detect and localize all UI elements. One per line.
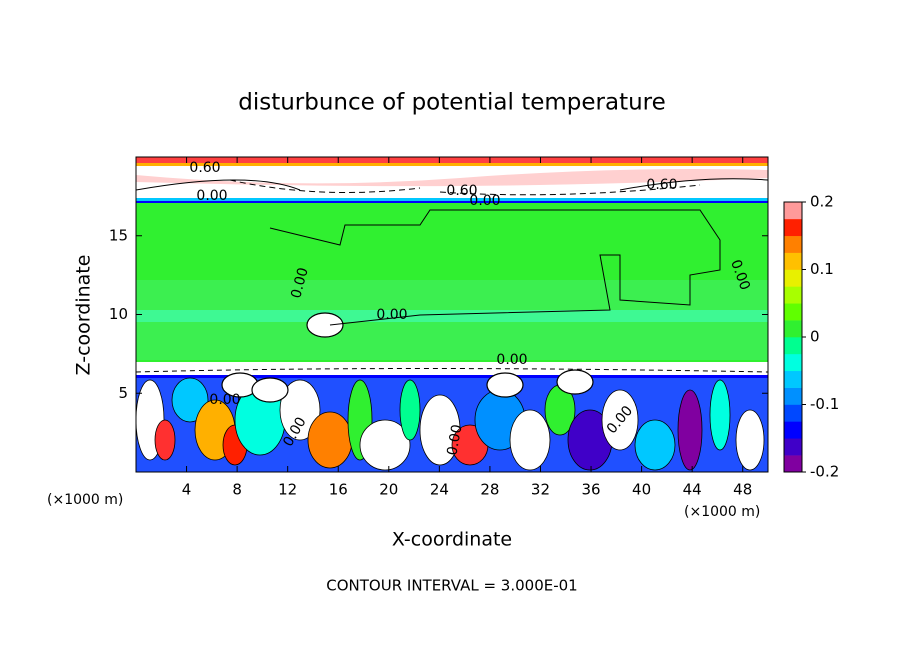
y-tick-label: 15	[109, 226, 128, 244]
footnote: CONTOUR INTERVAL = 3.000E-01	[326, 577, 577, 595]
colorbar-swatch	[784, 455, 802, 473]
field-blob	[171, 377, 209, 423]
contour-cluster	[556, 369, 594, 395]
colorbar-tick-label: 0.1	[810, 260, 834, 278]
field-blob	[634, 419, 676, 471]
field-blob	[709, 379, 731, 451]
colorbar-swatch	[784, 353, 802, 372]
x-tick-label: 12	[278, 481, 297, 499]
y-tick-label: 5	[118, 384, 128, 402]
colorbar-tick-label: -0.2	[810, 463, 839, 481]
colorbar-swatch	[784, 370, 802, 388]
x-tick-label: 48	[733, 481, 752, 499]
colorbar-swatch	[784, 421, 802, 439]
x-tick-label: 24	[430, 481, 449, 499]
colorbar-tick-label: 0	[810, 328, 820, 346]
contour-label: 0.00	[376, 307, 407, 323]
colorbar-swatch	[784, 235, 802, 253]
field-blob	[677, 389, 703, 471]
y-axis-label: Z-coordinate	[73, 255, 95, 376]
field-blob	[359, 419, 411, 471]
contour-label: 0.00	[496, 352, 527, 368]
contour-label: 0.00	[209, 392, 240, 408]
field-blob	[735, 409, 765, 471]
colorbar-swatch	[784, 438, 802, 456]
x-axis-label: X-coordinate	[392, 529, 512, 551]
field	[136, 157, 768, 472]
field-blob	[399, 379, 421, 441]
contour-label: 0.00	[196, 188, 227, 204]
contour-cluster	[306, 312, 344, 338]
y-tick-label: 10	[109, 305, 128, 323]
x-tick-label: 40	[632, 481, 651, 499]
x-unit-label: (×1000 m)	[684, 504, 760, 520]
x-tick-label: 20	[379, 481, 398, 499]
colorbar-tick-label: 0.2	[810, 193, 834, 211]
field-blob	[509, 409, 551, 471]
contour-label: 0.00	[444, 423, 465, 456]
field-blob	[601, 389, 639, 451]
colorbar-swatch	[784, 286, 802, 304]
contour-cluster	[251, 377, 289, 403]
contour-cluster	[486, 372, 524, 398]
contour-label: 0.00	[288, 266, 312, 300]
colorbar-swatch	[784, 320, 802, 338]
x-tick-label: 44	[683, 481, 702, 499]
field-blob	[279, 379, 321, 441]
field-blob	[154, 419, 176, 461]
contour-label: 0.60	[646, 177, 677, 193]
colorbar-swatch	[784, 387, 802, 405]
colorbar-swatch	[784, 202, 802, 220]
colorbar-tick-label: -0.1	[810, 395, 839, 413]
colorbar-swatch	[784, 252, 802, 270]
x-tick-label: 32	[531, 481, 550, 499]
x-tick-label: 4	[182, 481, 192, 499]
x-tick-label: 28	[480, 481, 499, 499]
contour-label: 0.60	[189, 160, 220, 176]
x-unit-label: (×1000 m)	[47, 492, 123, 508]
colorbar-swatch	[784, 337, 802, 355]
field-blob	[307, 411, 353, 469]
colorbar-swatch	[784, 269, 802, 287]
colorbar-swatch	[784, 218, 802, 237]
contour-label: 0.00	[469, 193, 500, 209]
x-tick-label: 16	[329, 481, 348, 499]
x-tick-label: 36	[581, 481, 600, 499]
x-tick-label: 8	[232, 481, 242, 499]
chart-title: disturbunce of potential temperature	[238, 90, 666, 116]
contour-label: 0.60	[446, 183, 477, 199]
colorbar-swatch	[784, 404, 802, 422]
colorbar-swatch	[784, 303, 802, 321]
